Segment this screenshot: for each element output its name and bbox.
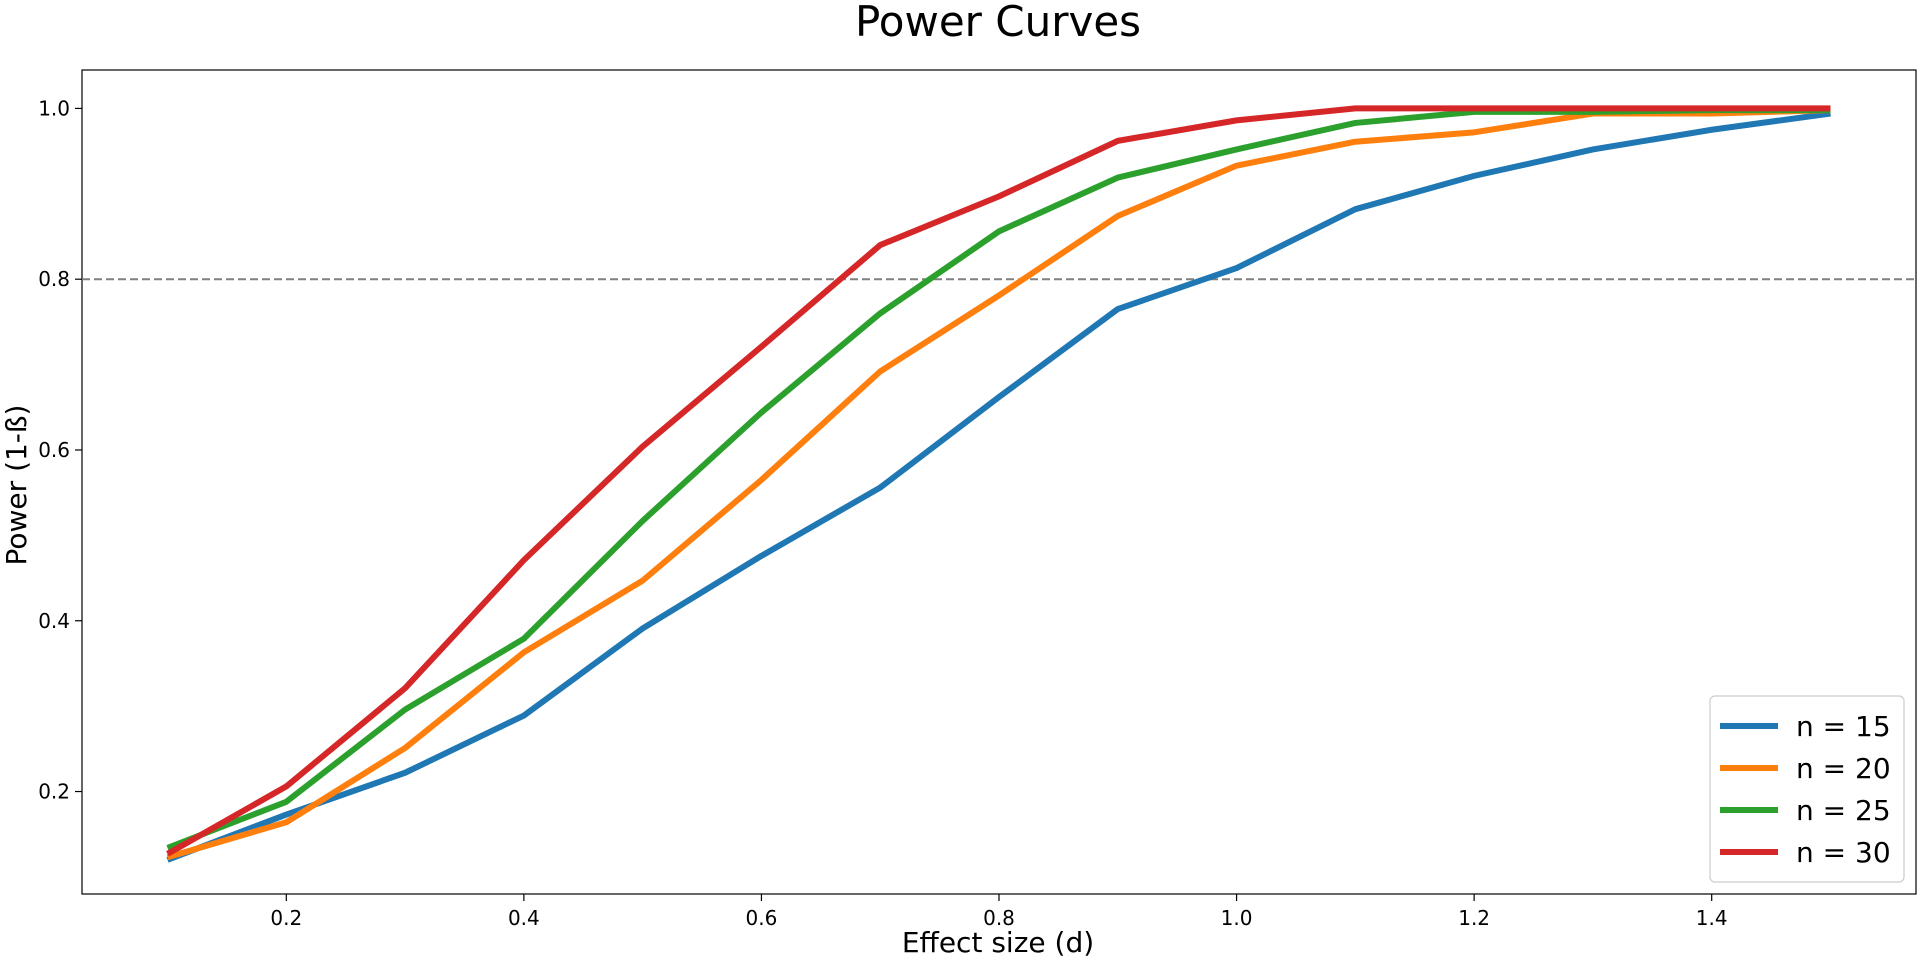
x-tick-label: 1.0: [1221, 906, 1253, 930]
x-tick-label: 0.2: [270, 906, 302, 930]
series-line-3: [166, 107, 1831, 851]
legend-label-4: n = 30: [1796, 836, 1891, 869]
y-axis-label: Power (1-ß): [0, 405, 33, 566]
y-tick-label: 0.4: [38, 609, 70, 633]
x-tick-label: 0.8: [983, 906, 1015, 930]
x-tick-label: 1.4: [1696, 906, 1728, 930]
series-line-4: [166, 105, 1831, 857]
y-tick-label: 0.8: [38, 267, 70, 291]
legend-label-1: n = 15: [1796, 710, 1891, 743]
x-tick-label: 1.2: [1458, 906, 1490, 930]
x-tick-label: 0.6: [746, 906, 778, 930]
y-tick-label: 0.2: [38, 780, 70, 804]
y-tick-label: 1.0: [38, 96, 70, 120]
series-line-2: [166, 107, 1831, 861]
legend: n = 15 n = 20 n = 25 n = 30: [1709, 695, 1905, 883]
legend-label-2: n = 20: [1796, 752, 1891, 785]
legend-box: [1709, 695, 1905, 883]
x-tick-label: 0.4: [508, 906, 540, 930]
series-line-1: [166, 110, 1831, 863]
y-tick-label: 0.6: [38, 438, 70, 462]
plot-area: 0.2 0.4 0.6 0.8 1.0 1.2 1.4 0.2 0.4 0.6 0.8 1.0: [38, 69, 1917, 930]
legend-label-3: n = 25: [1796, 794, 1891, 827]
chart-title: Power Curves: [855, 0, 1141, 46]
x-axis-label: Effect size (d): [902, 926, 1094, 959]
